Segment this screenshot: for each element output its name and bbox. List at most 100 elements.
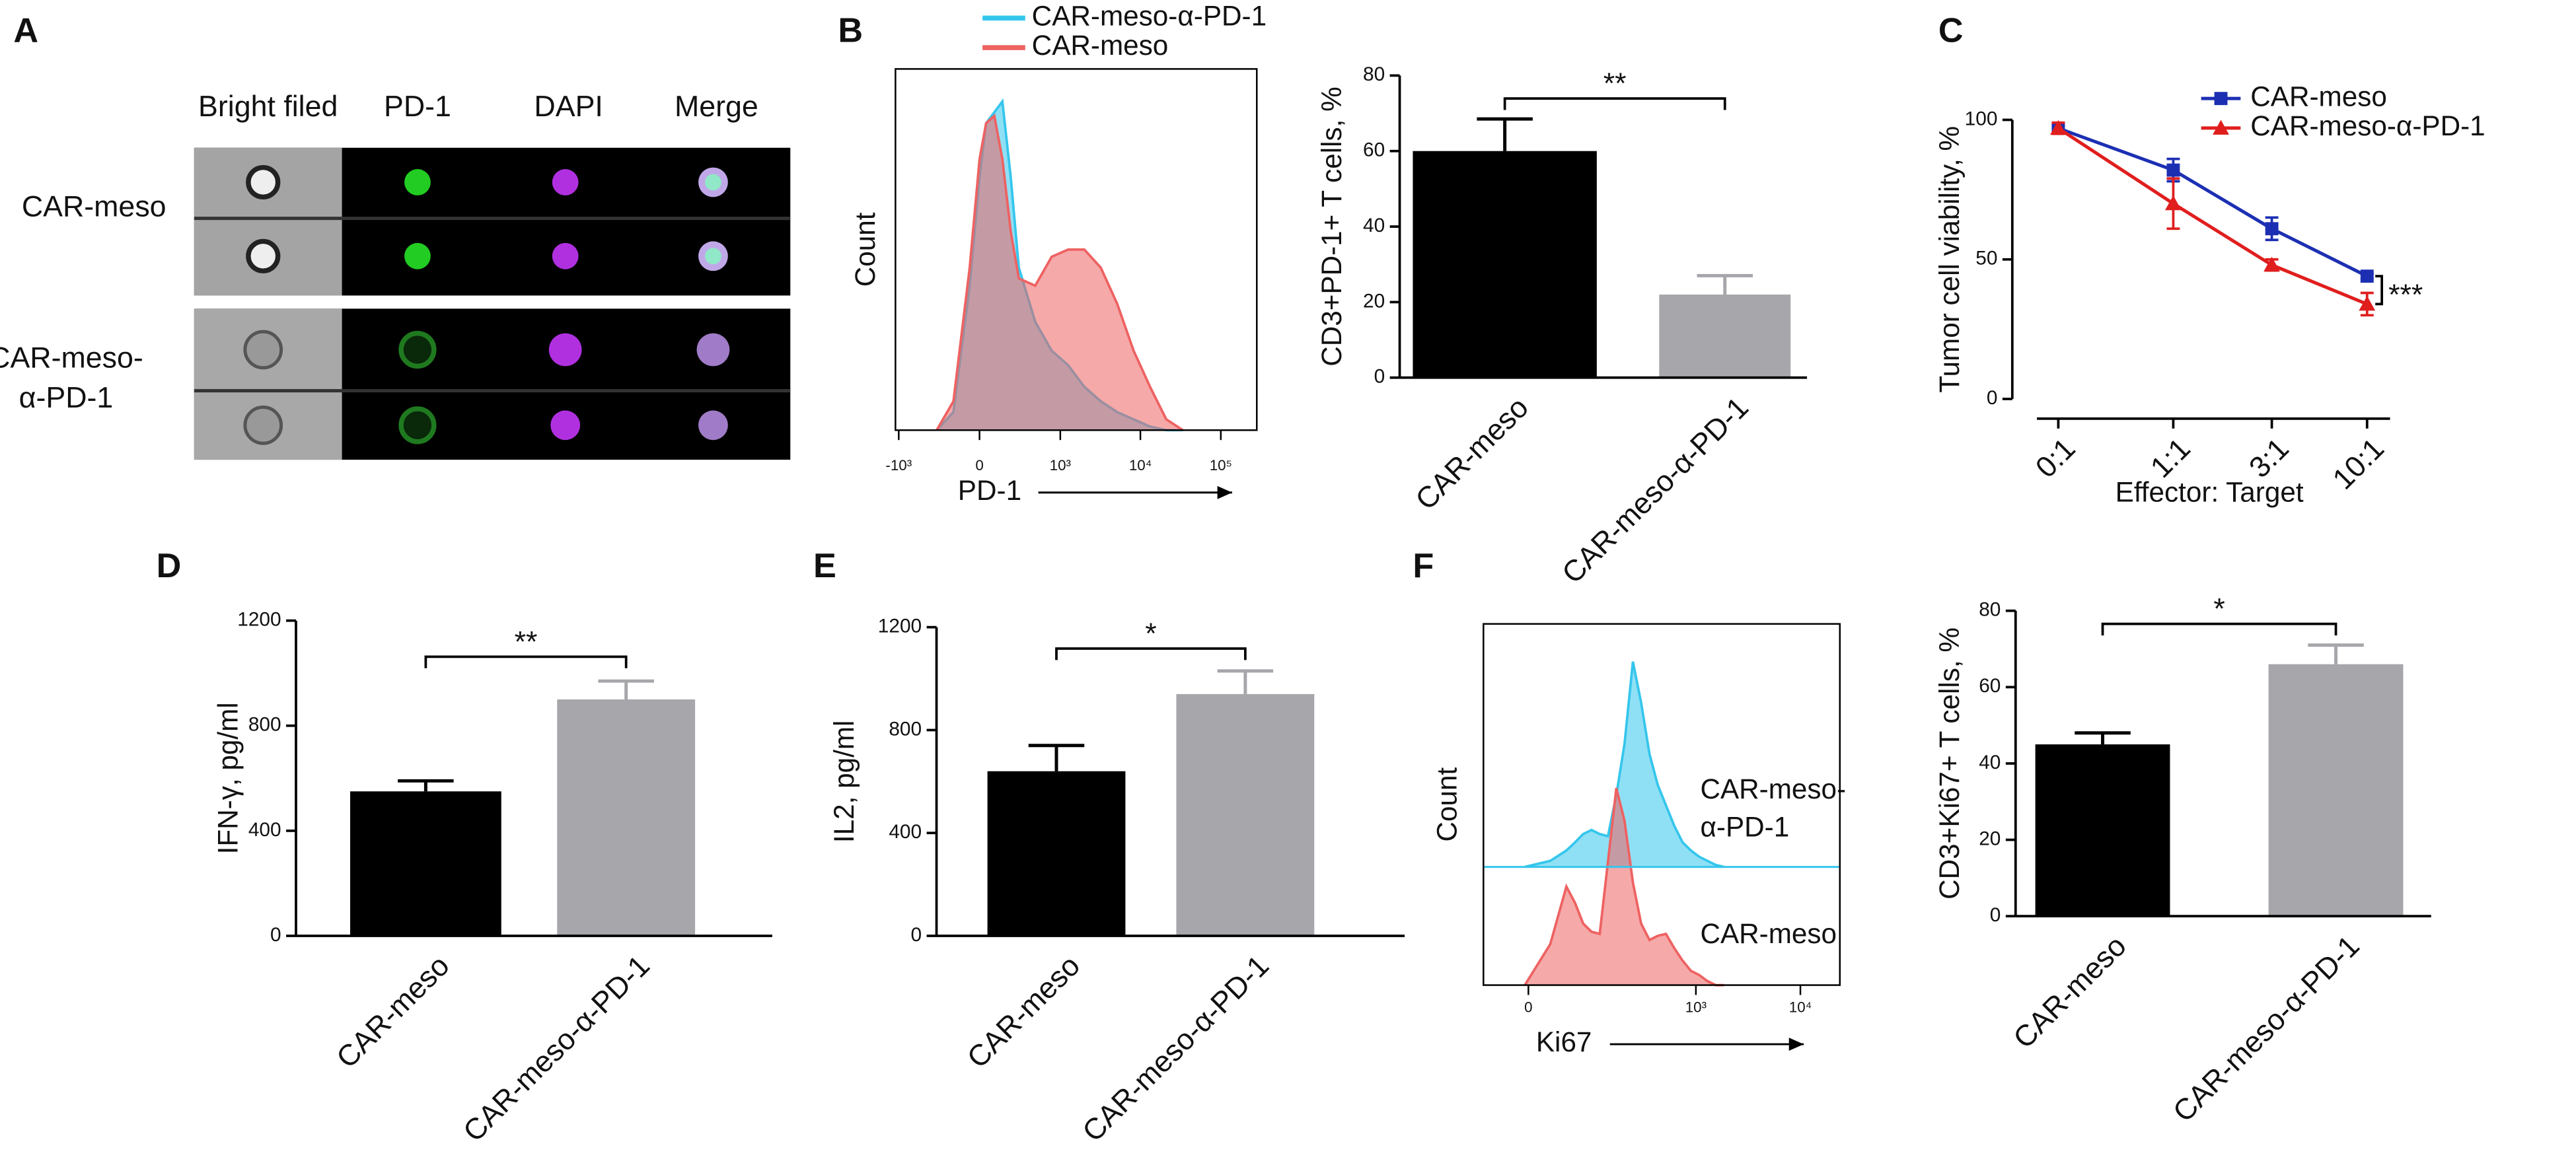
y-tick-label: 800 bbox=[889, 718, 922, 740]
cell bbox=[704, 174, 721, 191]
series-line bbox=[2057, 127, 2368, 306]
x-tick-label: 10⁵ bbox=[1210, 457, 1232, 474]
x-tick-label: 10⁴ bbox=[1789, 999, 1812, 1015]
significance-label: * bbox=[2213, 592, 2225, 625]
y-tick-label: 1200 bbox=[878, 616, 922, 637]
panel-letter: F bbox=[1413, 547, 1434, 585]
marker bbox=[2265, 222, 2279, 236]
y-tick-label: 80 bbox=[1363, 63, 1385, 85]
arrow-head bbox=[1217, 485, 1232, 499]
y-tick-label: 800 bbox=[248, 714, 281, 736]
x-tick-label: CAR-meso-α-PD-1 bbox=[2166, 929, 2365, 1128]
significance-label: ** bbox=[515, 625, 538, 658]
cell bbox=[552, 242, 579, 269]
y-tick-label: 0 bbox=[1374, 366, 1385, 388]
legend-label: CAR-meso-α-PD-1 bbox=[2250, 110, 2485, 141]
column-header: PD-1 bbox=[384, 90, 451, 123]
cell bbox=[552, 169, 579, 195]
cell bbox=[398, 330, 437, 369]
x-tick-label: 10⁴ bbox=[1129, 457, 1152, 474]
x-tick-label: 10³ bbox=[1685, 999, 1707, 1015]
cell bbox=[550, 410, 581, 441]
y-tick-label: 400 bbox=[248, 819, 281, 841]
bar bbox=[557, 699, 696, 936]
marker bbox=[2263, 256, 2281, 272]
y-tick-label: 0 bbox=[1990, 904, 2001, 926]
bar bbox=[350, 791, 501, 936]
y-tick-label: 20 bbox=[1363, 290, 1385, 312]
bar bbox=[987, 771, 1126, 936]
x-tick-label: 0 bbox=[1524, 999, 1532, 1015]
y-tick-label: 100 bbox=[1965, 108, 1998, 129]
x-axis-label: PD-1 bbox=[958, 475, 1021, 506]
y-axis-label: CD3+PD-1+ T cells, % bbox=[1316, 87, 1347, 366]
marker bbox=[2359, 295, 2376, 311]
area-fill bbox=[936, 116, 1183, 431]
panel-letter: A bbox=[13, 12, 38, 50]
bar bbox=[2268, 664, 2404, 917]
cell bbox=[243, 330, 283, 370]
series-label: CAR-meso bbox=[1700, 918, 1837, 949]
y-tick-label: 0 bbox=[911, 924, 922, 946]
plot-frame bbox=[895, 68, 1258, 431]
series-line bbox=[2057, 126, 2368, 278]
x-tick-label: CAR-meso bbox=[2007, 929, 2133, 1055]
x-tick-label: 10³ bbox=[1050, 457, 1072, 474]
x-tick-label: CAR-meso bbox=[1409, 391, 1535, 516]
legend-label: CAR-meso bbox=[1032, 30, 1169, 61]
column-header: DAPI bbox=[534, 90, 603, 123]
x-axis-label: Ki67 bbox=[1536, 1026, 1592, 1057]
y-axis-label: IFN-γ, pg/ml bbox=[213, 702, 244, 854]
panel-a: A Bright filed PD-1 DAPI Merge CAR-meso … bbox=[0, 12, 791, 460]
y-tick-label: 40 bbox=[1979, 752, 2001, 773]
significance-bracket bbox=[2101, 622, 2337, 636]
marker bbox=[2165, 195, 2182, 211]
legend-marker bbox=[2214, 92, 2228, 106]
x-tick-label: CAR-meso bbox=[330, 949, 456, 1075]
column-header: Merge bbox=[675, 90, 758, 123]
cell bbox=[404, 242, 431, 269]
area-fill bbox=[1524, 788, 1724, 985]
y-axis-label: Count bbox=[850, 212, 881, 287]
bar bbox=[1659, 294, 1791, 378]
y-axis-label: Tumor cell viability, % bbox=[1934, 126, 1965, 393]
x-tick-label: 0:1 bbox=[2029, 432, 2081, 484]
y-tick-label: 0 bbox=[270, 924, 281, 946]
x-tick-label: -10³ bbox=[885, 457, 912, 474]
bar bbox=[2035, 744, 2170, 917]
cell bbox=[404, 169, 431, 195]
marker bbox=[2049, 120, 2067, 135]
plot-frame bbox=[1483, 623, 1841, 986]
y-tick-label: 60 bbox=[1363, 139, 1385, 161]
row-label: CAR-meso bbox=[22, 190, 166, 223]
y-tick-label: 400 bbox=[889, 821, 922, 843]
cell bbox=[246, 164, 281, 200]
y-tick-label: 1200 bbox=[237, 609, 281, 631]
significance-bracket bbox=[424, 655, 628, 668]
significance-label: *** bbox=[2388, 278, 2423, 311]
y-axis-label: Count bbox=[1431, 767, 1462, 841]
cell bbox=[243, 406, 283, 445]
bar bbox=[1176, 693, 1315, 936]
y-tick-label: 40 bbox=[1363, 215, 1385, 236]
marker bbox=[2166, 163, 2180, 177]
bar bbox=[1413, 151, 1597, 378]
cell bbox=[548, 333, 582, 367]
cell bbox=[696, 333, 730, 367]
x-tick-label: CAR-meso-α-PD-1 bbox=[1556, 391, 1755, 590]
x-tick-label: 10:1 bbox=[2326, 432, 2390, 496]
y-tick-label: 80 bbox=[1979, 599, 2001, 621]
y-tick-label: 20 bbox=[1979, 828, 2001, 849]
legend-label: CAR-meso bbox=[2250, 81, 2387, 112]
histogram-line bbox=[1524, 787, 1724, 987]
cell bbox=[704, 248, 721, 265]
significance-bracket bbox=[2375, 275, 2384, 306]
y-axis-label: CD3+Ki67+ T cells, % bbox=[1934, 627, 1965, 900]
y-tick-label: 60 bbox=[1979, 675, 2001, 697]
column-header: Bright filed bbox=[198, 90, 338, 123]
histogram-line bbox=[936, 113, 1184, 431]
marker bbox=[2360, 269, 2374, 283]
cell bbox=[246, 238, 281, 273]
x-axis-label: Effector: Target bbox=[2116, 476, 2304, 507]
